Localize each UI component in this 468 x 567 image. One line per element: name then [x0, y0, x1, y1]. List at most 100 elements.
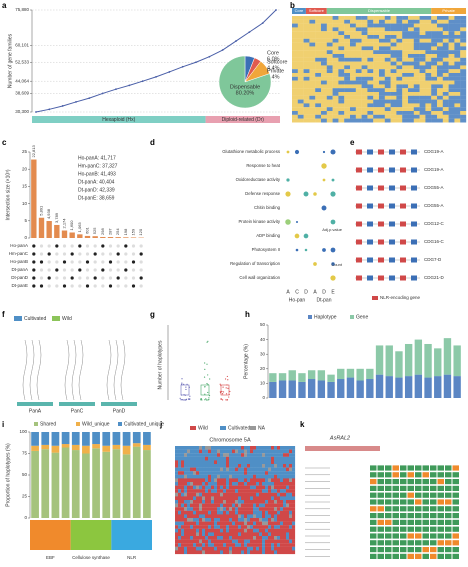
- heat-cell: [265, 460, 269, 465]
- heat-cell: [396, 73, 403, 77]
- heat-cell: [265, 456, 269, 461]
- jitter: [182, 399, 184, 401]
- heat-cell: [431, 23, 438, 28]
- heat-cell: [402, 69, 409, 74]
- heat-cell: [367, 69, 374, 74]
- heat-cell: [355, 27, 362, 32]
- exon: [411, 203, 417, 209]
- matrix-dot: [70, 260, 74, 264]
- heat-cell: [211, 467, 215, 472]
- y-tick-label: 50: [260, 322, 266, 327]
- dot: [313, 192, 317, 196]
- heat-cell: [220, 514, 224, 519]
- heat-cell: [193, 446, 197, 450]
- heat-cell: [178, 467, 182, 472]
- heat-cell: [402, 84, 409, 89]
- slice-value: 9.4%: [267, 74, 280, 80]
- heat-cell: [361, 23, 368, 28]
- heat-cell: [280, 500, 284, 504]
- heat-cell: [350, 88, 356, 93]
- term: Cell wall organization: [239, 275, 280, 280]
- heat-cell: [367, 57, 374, 62]
- allele: [385, 479, 392, 485]
- dot: [322, 178, 326, 182]
- heat-cell: [247, 478, 251, 483]
- heat-cell: [190, 471, 194, 475]
- heat-cell: [247, 453, 251, 457]
- heat-cell: [193, 496, 197, 501]
- heat-cell: [402, 23, 409, 28]
- legend-title: Adj.p.value: [322, 227, 343, 232]
- heat-cell: [241, 500, 245, 504]
- heat-cell: [229, 528, 233, 533]
- heat-cell: [283, 482, 287, 486]
- heat-cell: [214, 521, 218, 526]
- matrix-dot: [124, 252, 128, 256]
- heat-cell: [425, 80, 432, 85]
- heat-cell: [350, 95, 356, 100]
- heat-cell: [408, 57, 414, 62]
- heat-cell: [175, 514, 179, 519]
- heat-cell: [408, 38, 414, 43]
- heat-cell: [214, 478, 218, 483]
- heat-cell: [384, 95, 391, 100]
- heat-cell: [373, 114, 380, 119]
- heat-cell: [277, 543, 281, 547]
- heat-cell: [315, 118, 322, 123]
- allele: [370, 540, 377, 546]
- heat-cell: [244, 482, 248, 486]
- heat-cell: [338, 114, 345, 119]
- allele: [400, 519, 407, 525]
- heat-cell: [379, 35, 385, 39]
- heat-cell: [396, 95, 403, 100]
- heat-cell: [217, 507, 221, 511]
- heat-cell: [309, 16, 316, 20]
- matrix-dot: [116, 276, 120, 280]
- heat-cell: [344, 27, 351, 32]
- legend-label: Haplotype: [314, 314, 337, 320]
- heat-cell: [217, 503, 221, 508]
- heat-cell: [280, 460, 284, 465]
- heat-cell: [211, 460, 215, 465]
- heat-cell: [277, 507, 281, 511]
- heat-cell: [309, 114, 316, 119]
- heat-cell: [235, 550, 239, 555]
- heat-cell: [390, 38, 397, 43]
- matrix-dot: [108, 244, 113, 248]
- heat-cell: [367, 88, 374, 93]
- heat-cell: [408, 95, 414, 100]
- allele: [445, 513, 452, 519]
- heat-cell: [223, 528, 227, 533]
- heat-cell: [460, 80, 467, 85]
- heat-cell: [274, 464, 278, 468]
- heat-cell: [205, 550, 209, 555]
- bar-segment: [414, 374, 423, 398]
- legend-label: Cultivated: [228, 425, 250, 431]
- allele: [377, 513, 384, 519]
- heat-cell: [265, 532, 269, 537]
- heat-cell: [303, 95, 310, 100]
- heat-cell: [175, 532, 179, 537]
- heat-cell: [321, 76, 327, 81]
- y-tick-label: 30: [260, 351, 266, 356]
- heat-cell: [229, 507, 233, 511]
- matrix-dot: [47, 252, 51, 256]
- bar-segment: [337, 379, 345, 398]
- heat-cell: [235, 514, 239, 519]
- heat-cell: [309, 27, 316, 32]
- heat-cell: [241, 536, 245, 540]
- allele: [430, 526, 437, 532]
- allele: [422, 519, 429, 525]
- heat-cell: [292, 92, 298, 96]
- heat-cell: [326, 76, 333, 81]
- heat-cell: [217, 482, 221, 486]
- heat-cell: [253, 460, 257, 465]
- heat-cell: [193, 507, 197, 511]
- heat-cell: [184, 449, 188, 454]
- allele: [400, 533, 407, 539]
- heat-cell: [297, 42, 304, 47]
- heat-cell: [442, 38, 449, 43]
- heat-cell: [326, 103, 333, 108]
- heat-cell: [199, 521, 203, 526]
